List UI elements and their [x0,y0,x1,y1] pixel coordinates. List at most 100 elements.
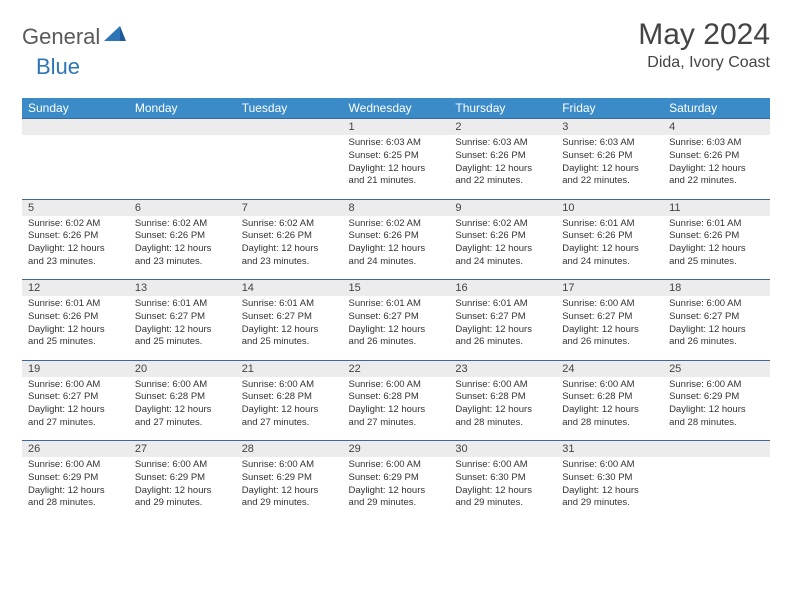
daylight-text: Daylight: 12 hours and 24 minutes. [349,243,444,269]
day-number-cell: 31 [556,441,663,458]
day-details-cell: Sunrise: 6:01 AMSunset: 6:27 PMDaylight:… [129,296,236,360]
day-number-row: 567891011 [22,199,770,216]
day-details-cell: Sunrise: 6:00 AMSunset: 6:29 PMDaylight:… [22,457,129,521]
sunrise-text: Sunrise: 6:01 AM [455,298,550,311]
day-number-cell: 5 [22,199,129,216]
day-details-row: Sunrise: 6:02 AM Sunset: 6:26 PM Daylight:… [22,216,770,280]
daylight-text: Daylight: 12 hours and 29 minutes. [242,485,337,511]
weekday-header: Saturday [663,98,770,119]
sunrise-text: Sunrise: 6:00 AM [669,298,764,311]
daylight-text: Daylight: 12 hours and 28 minutes. [28,485,123,511]
day-number-cell: 1 [343,119,450,136]
sunrise-text: Sunrise: 6:00 AM [562,459,657,472]
sunset-text: Sunset: 6:28 PM [455,391,550,404]
sunset-text: Sunset: 6:27 PM [242,311,337,324]
sunset-text: Sunset: 6:27 PM [669,311,764,324]
day-details-cell: Sunrise: 6:00 AMSunset: 6:30 PMDaylight:… [449,457,556,521]
daylight-text: Daylight: 12 hours and 28 minutes. [669,404,764,430]
sunrise-text: Sunrise: 6:00 AM [455,459,550,472]
sunrise-text: Sunrise: 6:00 AM [562,298,657,311]
day-details-cell: Sunrise: 6:00 AMSunset: 6:29 PMDaylight:… [663,377,770,441]
day-number-cell: 9 [449,199,556,216]
daylight-text: Daylight: 12 hours and 29 minutes. [349,485,444,511]
day-number-cell: 25 [663,360,770,377]
day-details-cell [22,135,129,199]
day-details-cell: Sunrise: 6:00 AMSunset: 6:28 PMDaylight:… [236,377,343,441]
daylight-text: Daylight: 12 hours and 25 minutes. [28,324,123,350]
day-details-cell [663,457,770,521]
weekday-header: Sunday [22,98,129,119]
sunset-text: Sunset: 6:27 PM [349,311,444,324]
sunset-text: Sunset: 6:29 PM [242,472,337,485]
sunrise-text: Sunrise: 6:00 AM [562,379,657,392]
sunrise-text: Sunrise: 6:01 AM [135,298,230,311]
sunset-text: Sunset: 6:26 PM [28,230,123,243]
day-details-cell: Sunrise: 6:00 AMSunset: 6:29 PMDaylight:… [343,457,450,521]
daylight-text: Daylight: 12 hours and 26 minutes. [455,324,550,350]
day-number-row: 19202122232425 [22,360,770,377]
day-number-cell [129,119,236,136]
weekday-header: Friday [556,98,663,119]
day-details-cell: Sunrise: 6:01 AMSunset: 6:27 PMDaylight:… [449,296,556,360]
daylight-text: Daylight: 12 hours and 26 minutes. [349,324,444,350]
day-number-row: 12131415161718 [22,280,770,297]
day-number-row: 262728293031 [22,441,770,458]
sunrise-text: Sunrise: 6:02 AM [455,218,550,231]
daylight-text: Daylight: 12 hours and 25 minutes. [242,324,337,350]
daylight-text: Daylight: 12 hours and 27 minutes. [135,404,230,430]
sunrise-text: Sunrise: 6:03 AM [562,137,657,150]
day-details-cell: Sunrise: 6:02 AMSunset: 6:26 PMDaylight:… [22,216,129,280]
sunrise-text: Sunrise: 6:03 AM [455,137,550,150]
sunrise-text: Sunrise: 6:03 AM [669,137,764,150]
day-details-cell: Sunrise: 6:00 AMSunset: 6:27 PMDaylight:… [556,296,663,360]
day-details-cell: Sunrise: 6:03 AMSunset: 6:25 PMDaylight:… [343,135,450,199]
sunset-text: Sunset: 6:27 PM [562,311,657,324]
sunset-text: Sunset: 6:26 PM [562,230,657,243]
day-number-cell [22,119,129,136]
day-details-cell: Sunrise: 6:01 AMSunset: 6:27 PMDaylight:… [343,296,450,360]
sunrise-text: Sunrise: 6:00 AM [349,379,444,392]
day-number-cell: 28 [236,441,343,458]
daylight-text: Daylight: 12 hours and 26 minutes. [562,324,657,350]
day-details-cell: Sunrise: 6:01 AMSunset: 6:27 PMDaylight:… [236,296,343,360]
day-details-cell: Sunrise: 6:03 AMSunset: 6:26 PMDaylight:… [663,135,770,199]
day-number-cell: 6 [129,199,236,216]
sunrise-text: Sunrise: 6:00 AM [349,459,444,472]
calendar-table: SundayMondayTuesdayWednesdayThursdayFrid… [22,98,770,521]
sunset-text: Sunset: 6:26 PM [562,150,657,163]
daylight-text: Daylight: 12 hours and 27 minutes. [242,404,337,430]
day-number-cell: 10 [556,199,663,216]
day-details-cell: Sunrise: 6:02 AMSunset: 6:26 PMDaylight:… [129,216,236,280]
daylight-text: Daylight: 12 hours and 22 minutes. [455,163,550,189]
weekday-header: Thursday [449,98,556,119]
daylight-text: Daylight: 12 hours and 28 minutes. [562,404,657,430]
day-number-cell: 11 [663,199,770,216]
day-details-cell: Sunrise: 6:01 AMSunset: 6:26 PMDaylight:… [663,216,770,280]
day-details-cell: Sunrise: 6:01 AMSunset: 6:26 PMDaylight:… [22,296,129,360]
day-details-cell: Sunrise: 6:00 AMSunset: 6:29 PMDaylight:… [129,457,236,521]
day-details-row: Sunrise: 6:03 AMSunset: 6:25 PMDaylight:… [22,135,770,199]
sunset-text: Sunset: 6:26 PM [242,230,337,243]
sunrise-text: Sunrise: 6:00 AM [669,379,764,392]
sunset-text: Sunset: 6:28 PM [562,391,657,404]
sunset-text: Sunset: 6:26 PM [669,230,764,243]
day-number-cell: 24 [556,360,663,377]
day-number-cell [663,441,770,458]
sunset-text: Sunset: 6:29 PM [135,472,230,485]
day-number-cell: 20 [129,360,236,377]
daylight-text: Daylight: 12 hours and 22 minutes. [669,163,764,189]
sunrise-text: Sunrise: 6:00 AM [135,459,230,472]
day-details-cell: Sunrise: 6:00 AMSunset: 6:28 PMDaylight:… [556,377,663,441]
day-number-cell: 15 [343,280,450,297]
sunset-text: Sunset: 6:27 PM [455,311,550,324]
day-details-cell: Sunrise: 6:00 AMSunset: 6:29 PMDaylight:… [236,457,343,521]
day-number-cell: 12 [22,280,129,297]
day-number-cell: 23 [449,360,556,377]
sunrise-text: Sunrise: 6:00 AM [242,379,337,392]
day-number-cell: 26 [22,441,129,458]
daylight-text: Daylight: 12 hours and 27 minutes. [28,404,123,430]
day-details-row: Sunrise: 6:00 AMSunset: 6:29 PMDaylight:… [22,457,770,521]
sunset-text: Sunset: 6:28 PM [242,391,337,404]
day-details-cell: Sunrise: 6:00 AMSunset: 6:28 PMDaylight:… [449,377,556,441]
daylight-text: Daylight: 12 hours and 29 minutes. [562,485,657,511]
